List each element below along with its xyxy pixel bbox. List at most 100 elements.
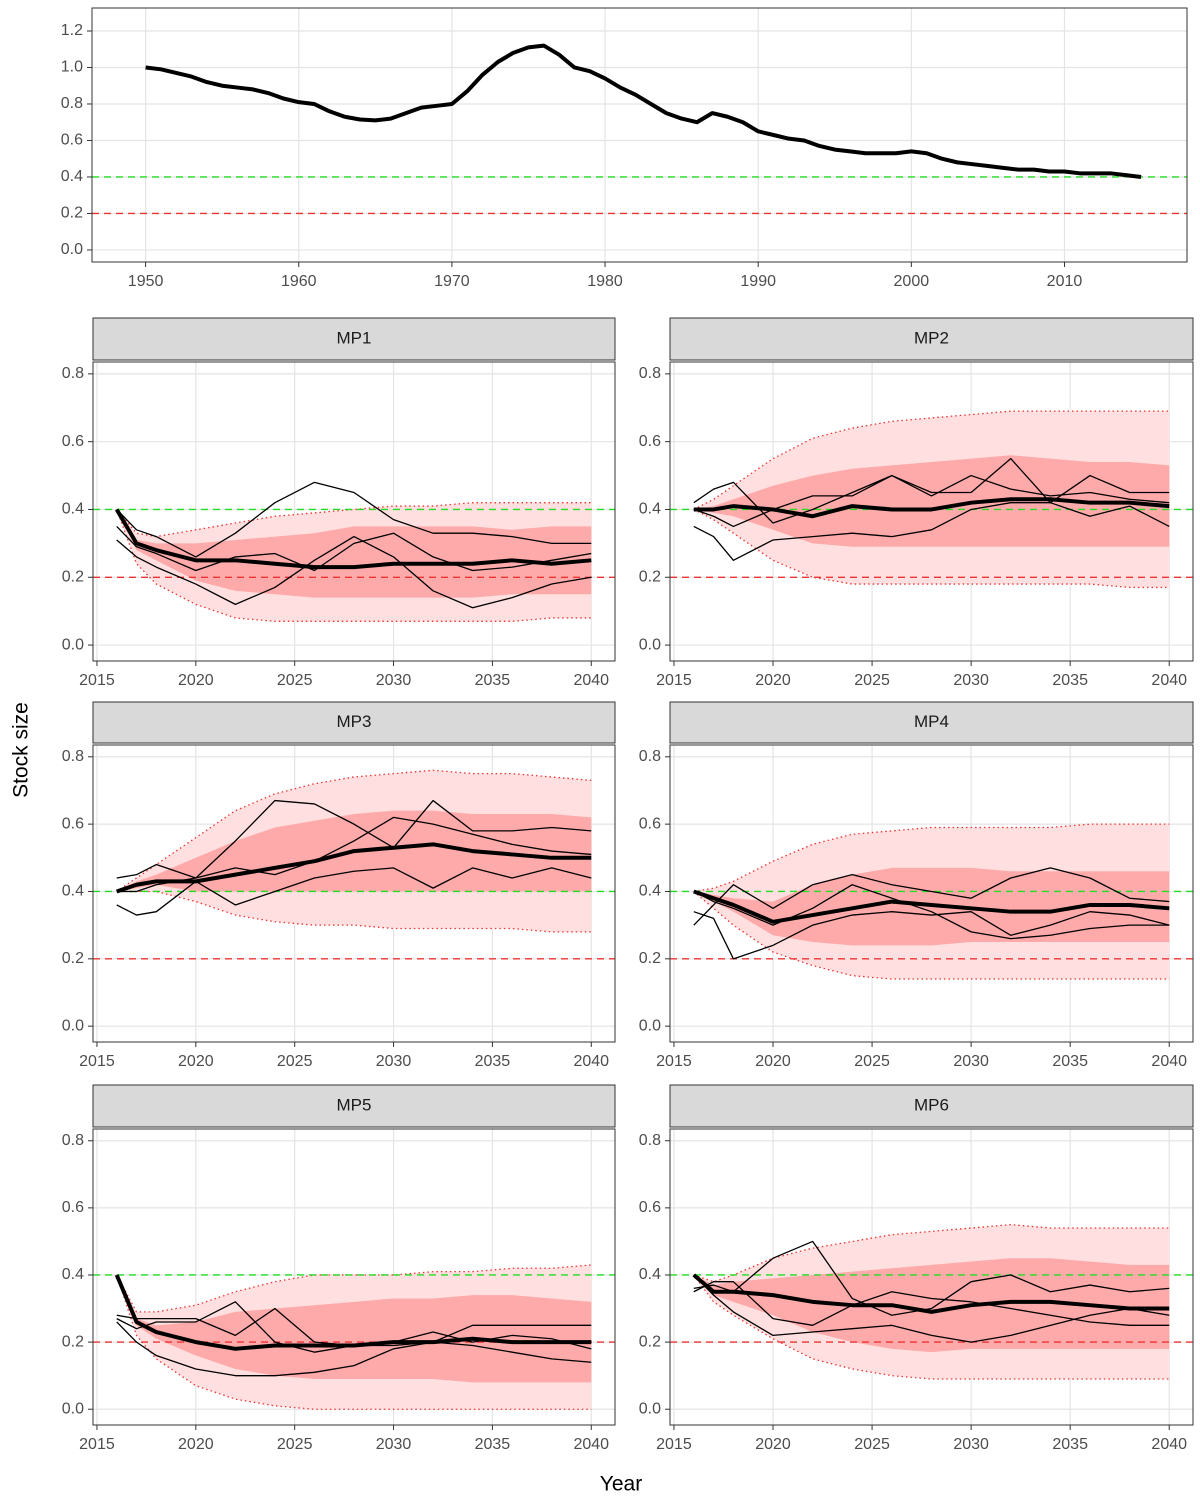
y-tick-label: 0.0 [62, 636, 84, 653]
series-line [114, 1274, 592, 1351]
strip [92, 317, 616, 361]
y-tick-label: 0.2 [639, 568, 661, 585]
x-tick-label: 2025 [277, 1436, 313, 1453]
y-tick-label: 0.6 [639, 433, 661, 450]
x-tick-label: 2000 [894, 273, 930, 290]
x-tick-label: 2015 [656, 1053, 692, 1070]
series-line [693, 474, 1170, 528]
series-line [693, 1274, 1170, 1343]
strip-title: MP2 [914, 328, 949, 347]
y-tick-label: 0.6 [61, 132, 83, 149]
band-edge [116, 509, 592, 622]
strip [669, 1084, 1194, 1128]
y-axis-title: Stock size [10, 702, 33, 798]
x-tick-label: 2030 [953, 672, 989, 689]
x-tick-label: 2030 [376, 1436, 412, 1453]
strip [669, 317, 1194, 361]
series-line [114, 508, 592, 570]
band-edge [693, 1223, 1170, 1283]
x-tick-label: 2030 [376, 1053, 412, 1070]
y-tick-label: 0.6 [62, 433, 84, 450]
strip [92, 701, 616, 744]
y-tick-label: 1.2 [61, 22, 83, 39]
x-tick-label: 2025 [277, 1053, 313, 1070]
x-tick-label: 2020 [755, 672, 791, 689]
series-line [116, 842, 592, 894]
x-tick-label: 2035 [475, 672, 511, 689]
x-tick-label: 1990 [740, 273, 776, 290]
y-tick-label: 0.2 [639, 1333, 661, 1350]
plot-border [92, 744, 616, 1043]
strip [92, 1084, 616, 1128]
x-tick-label: 1970 [434, 273, 470, 290]
series-line [693, 889, 1170, 924]
series-line [116, 799, 592, 879]
strip-title: MP3 [337, 712, 372, 731]
band-edge [693, 890, 1170, 980]
plot-border [669, 744, 1194, 1043]
x-tick-label: 1980 [587, 273, 623, 290]
y-tick-label: 0.8 [62, 748, 84, 765]
x-tick-label: 2030 [953, 1436, 989, 1453]
y-tick-label: 0.0 [639, 1017, 661, 1034]
y-tick-label: 0.2 [639, 950, 661, 967]
y-tick-label: 0.0 [639, 636, 661, 653]
x-tick-label: 2020 [755, 1436, 791, 1453]
band-edge [116, 502, 592, 538]
x-tick-label: 2030 [953, 1053, 989, 1070]
x-tick-label: 2015 [656, 672, 692, 689]
y-tick-label: 0.6 [62, 1199, 84, 1216]
x-tick-label: 2015 [79, 1436, 115, 1453]
x-tick-label: 2015 [656, 1436, 692, 1453]
band-edge [116, 769, 592, 893]
x-tick-label: 2035 [475, 1053, 511, 1070]
series-line [693, 1240, 1170, 1316]
x-tick-label: 2020 [755, 1053, 791, 1070]
x-tick-label: 2035 [1052, 1053, 1088, 1070]
band [116, 1274, 592, 1383]
strip-title: MP1 [337, 328, 372, 347]
y-tick-label: 0.4 [62, 883, 84, 900]
series-line [693, 497, 1170, 519]
x-tick-label: 1960 [281, 273, 317, 290]
x-tick-label: 2040 [573, 672, 609, 689]
series-line [693, 1281, 1170, 1326]
x-tick-label: 2035 [475, 1436, 511, 1453]
x-tick-label: 2010 [1047, 273, 1083, 290]
band-edge [116, 1274, 592, 1410]
x-tick-label: 2015 [79, 1053, 115, 1070]
y-tick-label: 0.8 [62, 365, 84, 382]
x-tick-label: 2025 [854, 672, 890, 689]
series-line [145, 43, 1142, 179]
series-line [693, 867, 1170, 926]
y-tick-label: 0.0 [62, 1017, 84, 1034]
y-tick-label: 0.4 [639, 883, 661, 900]
strip-title: MP4 [914, 712, 949, 731]
plot-border [91, 7, 1188, 263]
plot-background [92, 8, 1187, 262]
y-tick-label: 0.6 [639, 1199, 661, 1216]
plot-border [92, 361, 616, 662]
series-line [116, 535, 592, 609]
series-line [693, 502, 1170, 561]
series-line [693, 911, 1170, 960]
x-tick-label: 2040 [573, 1436, 609, 1453]
series-line [116, 867, 592, 916]
y-tick-label: 0.8 [639, 1132, 661, 1149]
x-tick-label: 2020 [178, 672, 214, 689]
x-axis-title: Year [600, 1473, 642, 1496]
y-tick-label: 0.4 [639, 501, 661, 518]
y-tick-label: 0.2 [62, 1333, 84, 1350]
y-tick-label: 0.4 [61, 168, 83, 185]
x-tick-label: 2020 [178, 1436, 214, 1453]
x-tick-label: 2025 [854, 1436, 890, 1453]
series-line [692, 1273, 1170, 1314]
y-tick-label: 0.2 [62, 950, 84, 967]
series-line [693, 457, 1170, 524]
x-tick-label: 2040 [1151, 672, 1187, 689]
y-tick-label: 0.0 [639, 1400, 661, 1417]
y-tick-label: 0.8 [62, 1132, 84, 1149]
y-tick-label: 0.6 [639, 815, 661, 832]
y-tick-label: 0.2 [62, 568, 84, 585]
